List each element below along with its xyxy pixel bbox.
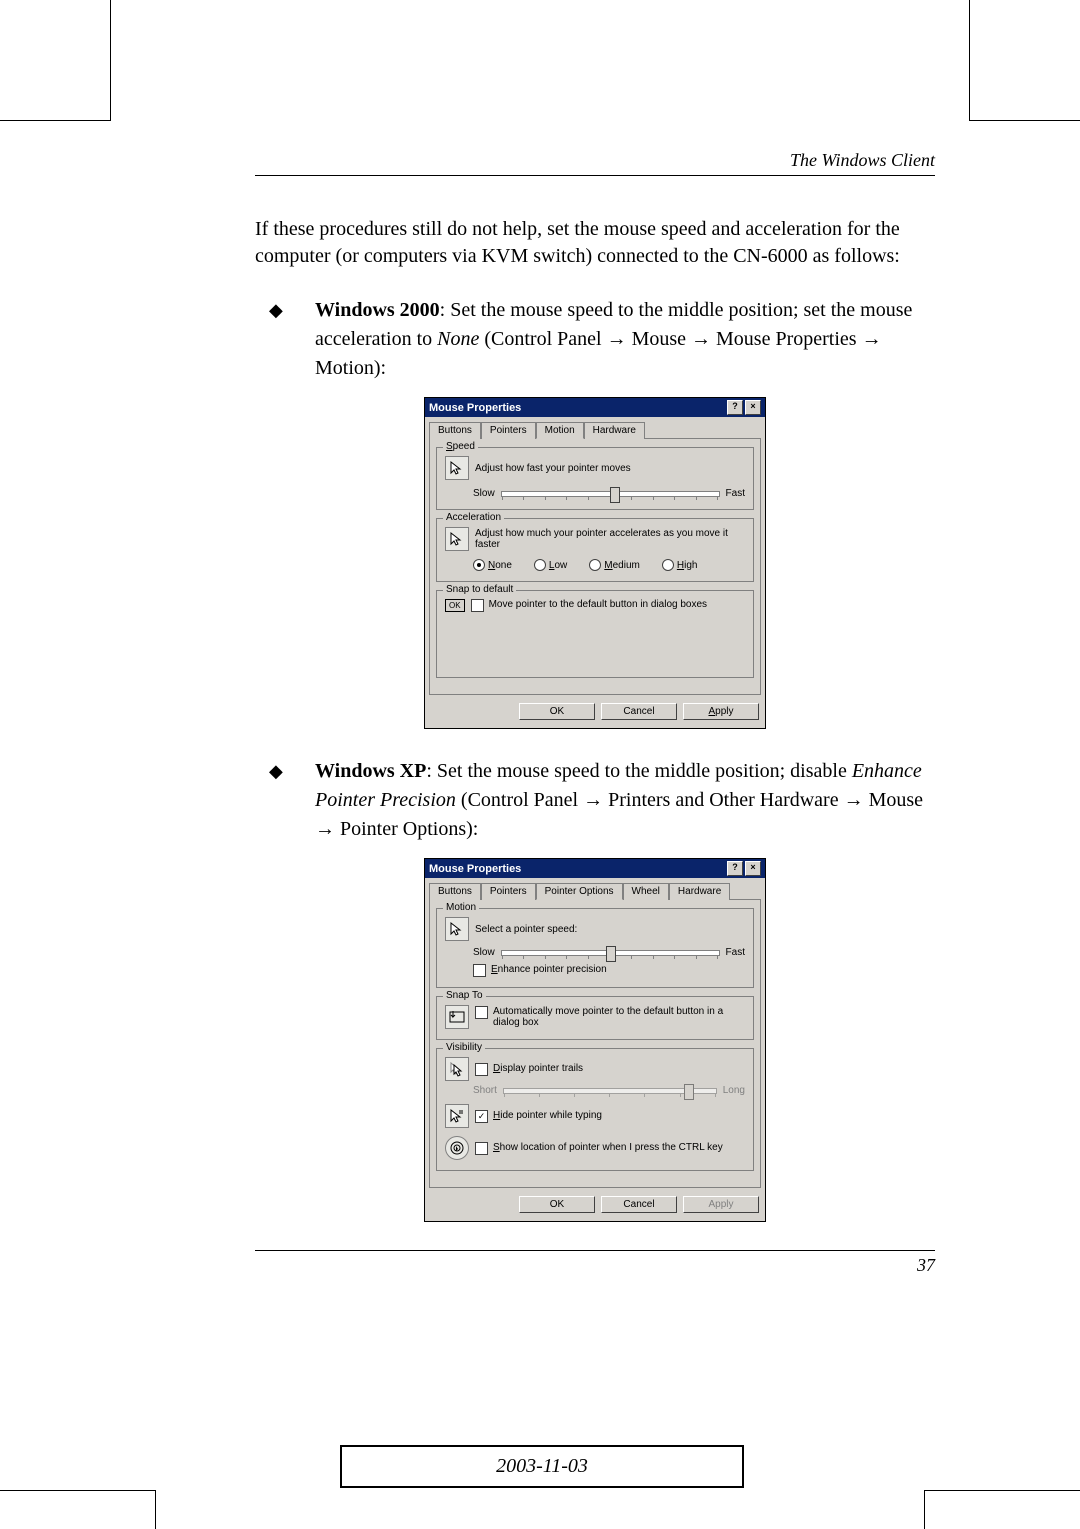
bullet-text: Windows XP: Set the mouse speed to the m… <box>315 757 935 844</box>
speed-slider[interactable]: Slow Fast <box>473 488 745 499</box>
cancel-button[interactable]: Cancel <box>601 1196 677 1213</box>
mouse-properties-dialog-w2000: Mouse Properties ? × Buttons Pointers Mo… <box>424 397 766 729</box>
os-name: Windows XP <box>315 760 426 782</box>
trails-slider: Short Long <box>473 1085 745 1096</box>
trails-checkbox[interactable]: Display pointer trails <box>475 1063 583 1076</box>
accel-desc: Adjust how much your pointer accelerates… <box>475 528 745 550</box>
bullet-w2000: ◆ Windows 2000: Set the mouse speed to t… <box>255 296 935 383</box>
intro-paragraph: If these procedures still do not help, s… <box>255 216 935 270</box>
hide-typing-icon <box>445 1104 469 1128</box>
tab-wheel[interactable]: Wheel <box>623 883 669 900</box>
ok-button[interactable]: OK <box>519 1196 595 1213</box>
legend: Visibility <box>443 1042 485 1053</box>
legend: Snap To <box>443 990 486 1001</box>
speed-slider[interactable]: Slow Fast <box>473 947 745 958</box>
group-snap-to: Snap To Automatically move pointer to th… <box>436 996 754 1040</box>
tab-hardware[interactable]: Hardware <box>584 422 645 439</box>
tab-motion[interactable]: Motion <box>536 422 584 439</box>
legend: Motion <box>443 902 479 913</box>
tab-hardware[interactable]: Hardware <box>669 883 730 900</box>
tabstrip: Buttons Pointers Motion Hardware <box>425 417 765 438</box>
italic-term: None <box>437 328 479 350</box>
tab-buttons[interactable]: Buttons <box>429 883 481 900</box>
mouse-properties-dialog-wxp: Mouse Properties ? × Buttons Pointers Po… <box>424 858 766 1222</box>
slider-thumb[interactable] <box>606 946 616 962</box>
group-speed: Speed Adjust how fast your pointer moves… <box>436 447 754 510</box>
slow-label: Slow <box>473 488 495 499</box>
page-number: 37 <box>255 1251 935 1276</box>
tab-buttons[interactable]: Buttons <box>429 422 481 439</box>
tabstrip: Buttons Pointers Pointer Options Wheel H… <box>425 878 765 899</box>
help-button[interactable]: ? <box>727 861 743 876</box>
help-button[interactable]: ? <box>727 400 743 415</box>
apply-button[interactable]: Apply <box>683 703 759 720</box>
dialog-buttons: OK Cancel Apply <box>425 699 765 728</box>
radio-medium[interactable]: Medium <box>589 559 640 571</box>
group-acceleration: Acceleration Adjust how much your pointe… <box>436 518 754 582</box>
legend: Acceleration <box>443 512 504 523</box>
ctrl-locate-checkbox[interactable]: Show location of pointer when I press th… <box>475 1142 723 1155</box>
legend: Snap to default <box>443 584 516 595</box>
dialog-title: Mouse Properties <box>429 402 521 414</box>
os-name: Windows 2000 <box>315 299 440 321</box>
motion-desc: Select a pointer speed: <box>475 924 577 935</box>
legend-rest: peed <box>453 441 475 452</box>
bullet-marker: ◆ <box>255 296 315 383</box>
short-label: Short <box>473 1085 497 1096</box>
text: : Set the mouse speed to the middle posi… <box>426 760 852 782</box>
tab-panel: Motion Select a pointer speed: Slow <box>429 899 761 1188</box>
ok-button[interactable]: OK <box>519 703 595 720</box>
enhance-precision-checkbox[interactable]: Enhance pointer precision <box>473 964 607 977</box>
cancel-button[interactable]: Cancel <box>601 703 677 720</box>
chk-label: Move pointer to the default button in di… <box>489 599 707 610</box>
date-stamp: 2003-11-03 <box>340 1445 744 1488</box>
tab-panel: Speed Adjust how fast your pointer moves… <box>429 438 761 695</box>
tab-pointer-options[interactable]: Pointer Options <box>536 883 623 900</box>
group-visibility: Visibility Display pointer trails Short <box>436 1048 754 1171</box>
bullet-marker: ◆ <box>255 757 315 844</box>
group-motion: Motion Select a pointer speed: Slow <box>436 908 754 988</box>
close-button[interactable]: × <box>745 861 761 876</box>
crop-mark <box>924 1490 1080 1529</box>
fast-label: Fast <box>726 488 745 499</box>
speed-desc: Adjust how fast your pointer moves <box>475 463 631 474</box>
pointer-icon <box>445 456 469 480</box>
titlebar: Mouse Properties ? × <box>425 398 765 417</box>
pointer-icon <box>445 917 469 941</box>
legend-u: S <box>446 441 453 452</box>
crop-mark <box>969 0 1080 121</box>
titlebar: Mouse Properties ? × <box>425 859 765 878</box>
dialog-title: Mouse Properties <box>429 863 521 875</box>
dialog-buttons: OK Cancel Apply <box>425 1192 765 1221</box>
radio-low[interactable]: Low <box>534 559 567 571</box>
ctrl-locate-icon <box>445 1136 469 1160</box>
fast-label: Fast <box>726 947 745 958</box>
radio-high[interactable]: High <box>662 559 698 571</box>
snap-checkbox[interactable]: Move pointer to the default button in di… <box>471 599 707 612</box>
bullet-wxp: ◆ Windows XP: Set the mouse speed to the… <box>255 757 935 844</box>
slow-label: Slow <box>473 947 495 958</box>
apply-button[interactable]: Apply <box>683 1196 759 1213</box>
tab-pointers[interactable]: Pointers <box>481 883 536 900</box>
close-button[interactable]: × <box>745 400 761 415</box>
trails-icon <box>445 1057 469 1081</box>
tab-pointers[interactable]: Pointers <box>481 422 536 439</box>
crop-mark <box>0 1490 156 1529</box>
snap-checkbox[interactable]: Automatically move pointer to the defaul… <box>475 1006 745 1028</box>
pointer-icon <box>445 527 469 551</box>
group-snap: Snap to default OK Move pointer to the d… <box>436 590 754 678</box>
running-header: The Windows Client <box>255 150 935 176</box>
page-content: The Windows Client If these procedures s… <box>255 150 935 1276</box>
radio-none[interactable]: None <box>473 559 512 571</box>
snap-icon <box>445 1005 469 1029</box>
hide-typing-checkbox[interactable]: ✓Hide pointer while typing <box>475 1110 602 1123</box>
slider-thumb[interactable] <box>610 487 620 503</box>
chk-label: Automatically move pointer to the defaul… <box>493 1006 745 1028</box>
long-label: Long <box>723 1085 745 1096</box>
bullet-text: Windows 2000: Set the mouse speed to the… <box>315 296 935 383</box>
crop-mark <box>0 0 111 121</box>
ok-icon: OK <box>445 599 465 612</box>
